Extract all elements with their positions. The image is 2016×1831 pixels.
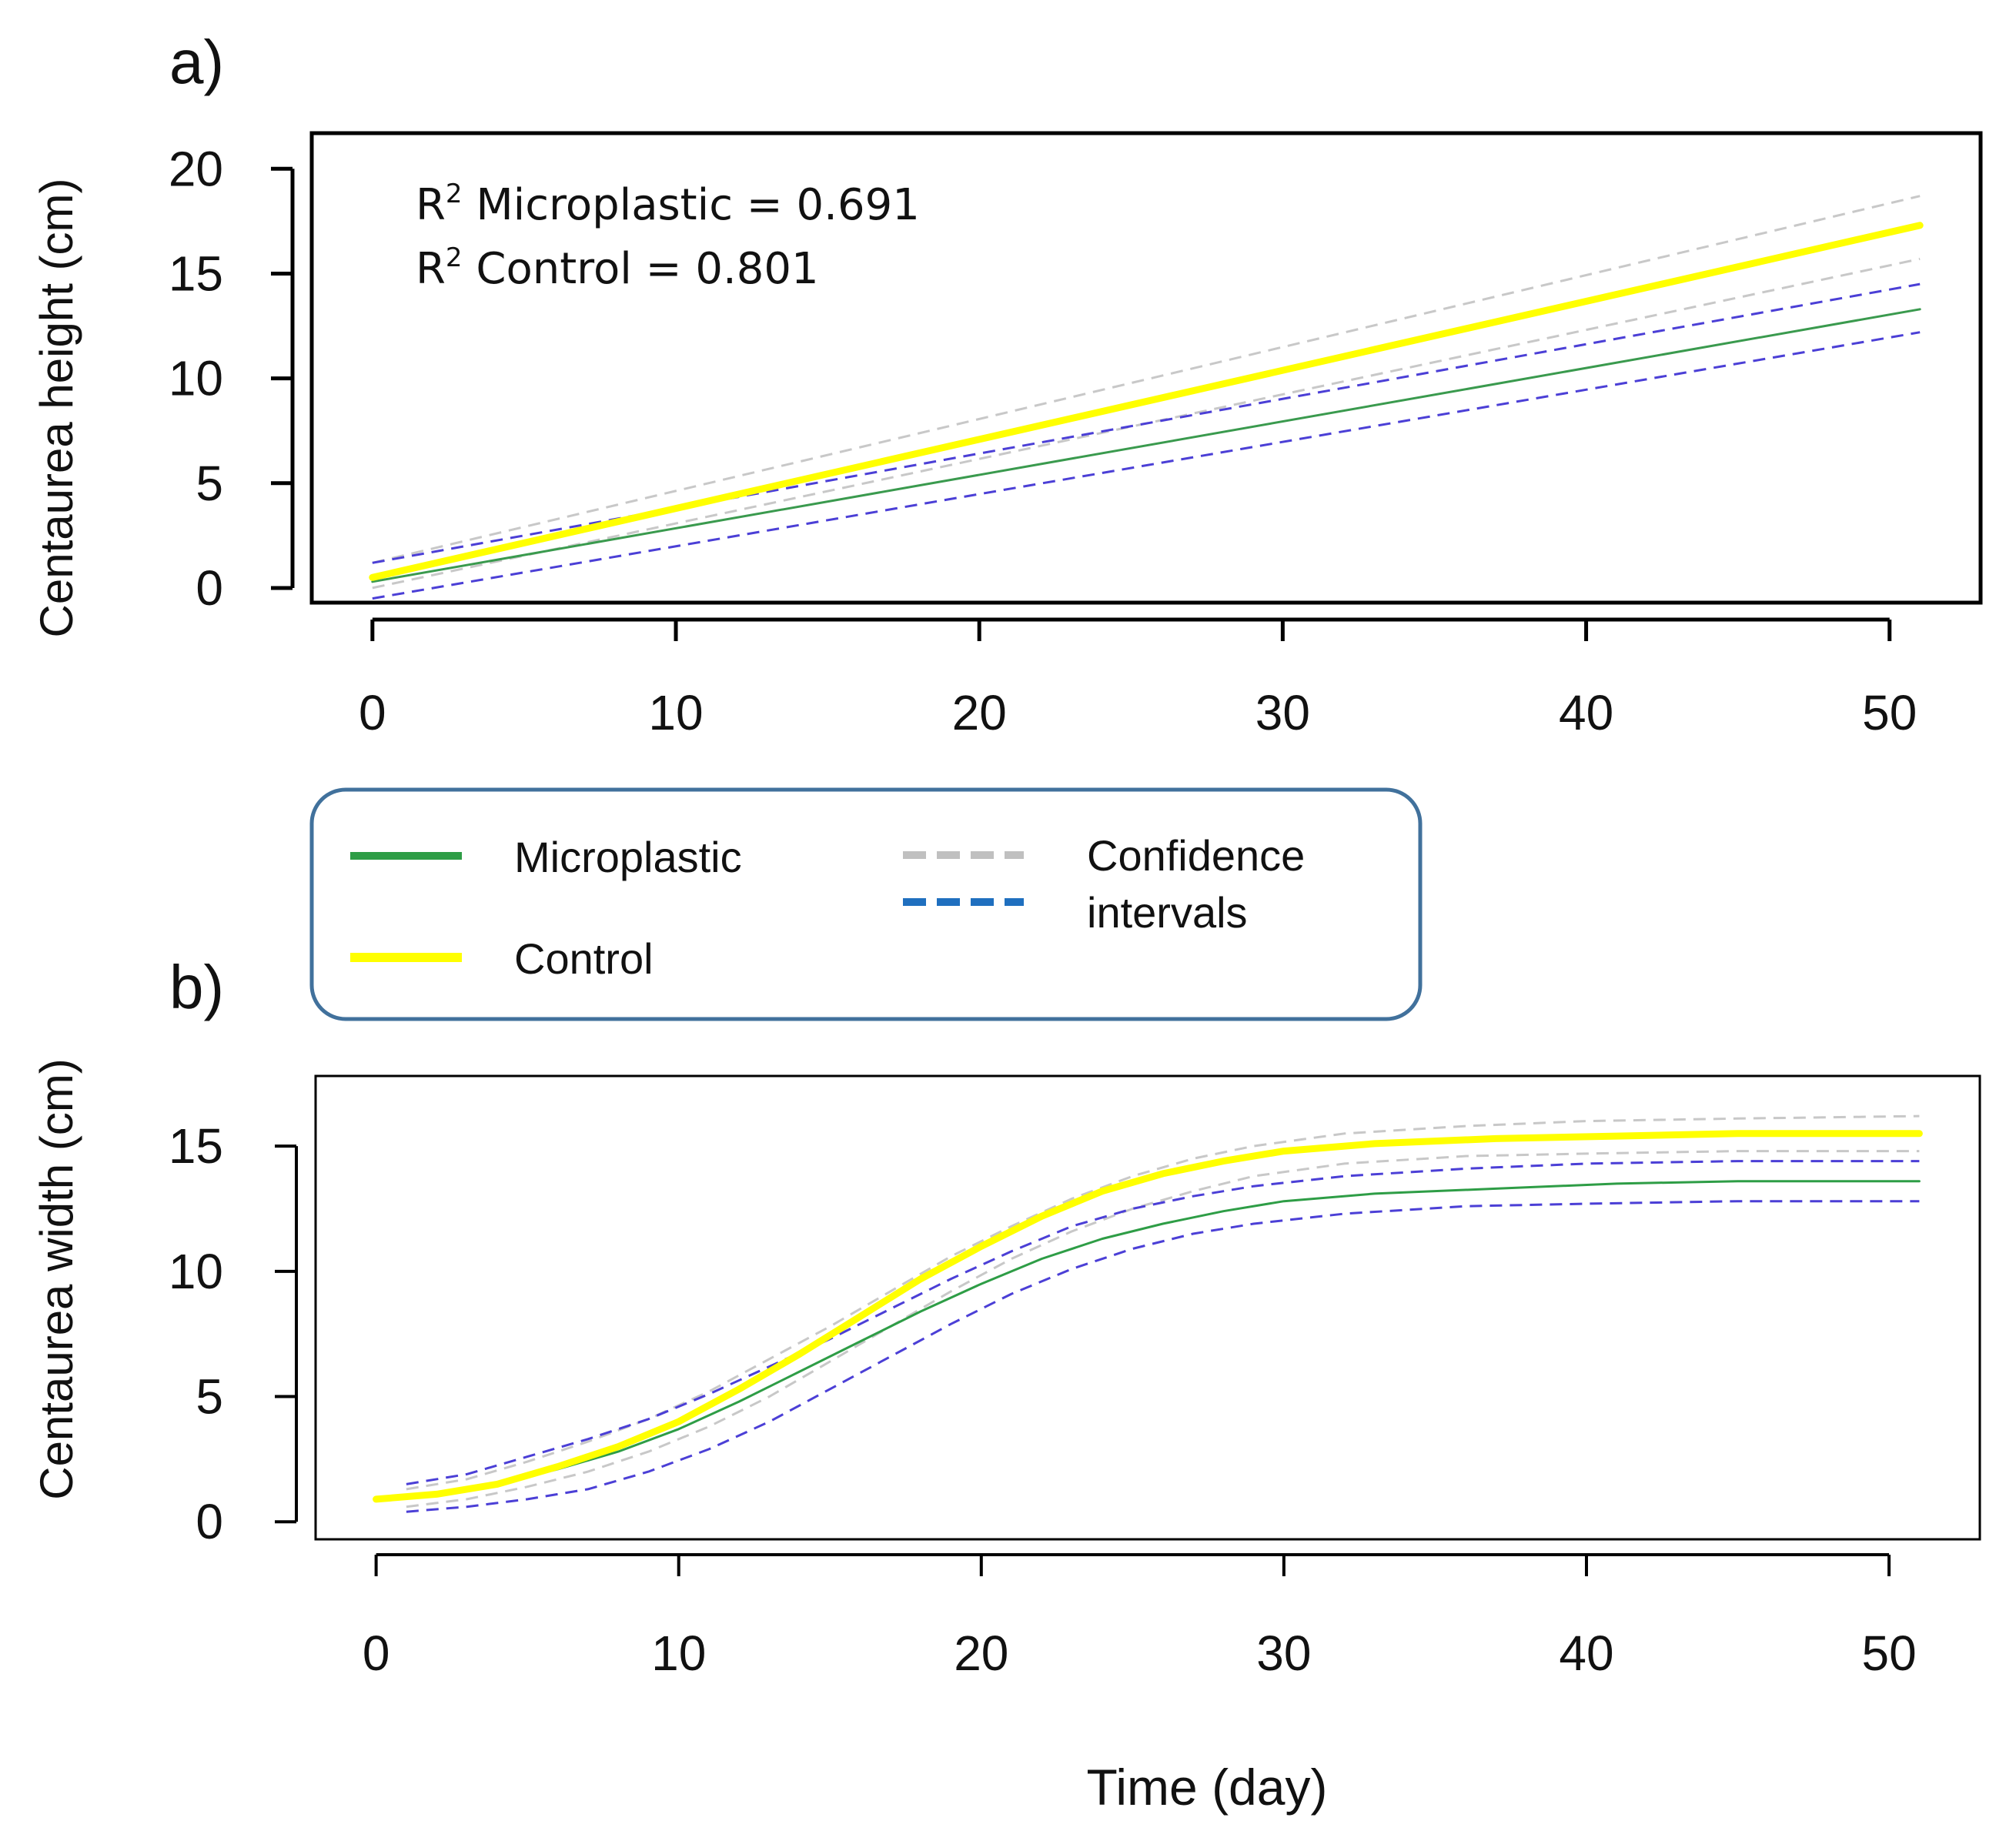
panel-a-y-axis-label: Centaurea height (cm) [31, 179, 82, 638]
panel-a-ci-lines [372, 195, 1921, 600]
panel-a-x-tick-label: 20 [952, 685, 1007, 740]
r2-control-annotation: R2 Control = 0.801 [416, 242, 819, 294]
r2-microplastic-prefix: R [416, 180, 446, 230]
panel-a-y-tick-label: 5 [196, 456, 223, 511]
panel-b-y-axis-label: Centaurea width (cm) [31, 1058, 82, 1500]
panel-b: b) Centaurea width (cm) 0 10 20 30 40 50 0 5 10… [31, 953, 1981, 1816]
panel-b-plot-frame [314, 1074, 1981, 1541]
panel-b-x-axis-label: Time (day) [1087, 1759, 1328, 1816]
panel-a-series-control-upper-ci [372, 195, 1921, 564]
legend-box [309, 787, 1423, 1021]
panel-b-x-tick-label: 30 [1256, 1626, 1311, 1681]
panel-b-x-tick-label: 0 [363, 1626, 390, 1681]
panel-a-x-tick-label: 40 [1559, 685, 1613, 740]
r2-control-text: Control = 0.801 [463, 244, 819, 294]
panel-a-x-tick-label: 50 [1862, 685, 1917, 740]
r2-microplastic-text: Microplastic = 0.691 [463, 180, 920, 230]
r2-microplastic-annotation: R2 Microplastic = 0.691 [416, 179, 920, 230]
panel-b-x-tick-label: 40 [1559, 1626, 1613, 1681]
legend-microplastic-label: Microplastic [514, 833, 742, 881]
panel-a-y-tick-label: 15 [169, 246, 223, 301]
panel-a-x-tick-label: 10 [648, 685, 703, 740]
panel-b-ci-lines [406, 1114, 1920, 1513]
panel-b-x-axis: 0 10 20 30 40 50 [363, 1553, 1917, 1681]
panel-b-x-tick-label: 20 [954, 1626, 1008, 1681]
panel-a-x-axis: 0 10 20 30 40 50 [359, 617, 1917, 740]
legend-ci-label-line1: Confidence [1087, 831, 1305, 880]
panel-a-series-microplastic-lower-ci [372, 331, 1921, 600]
panel-b-y-tick-label: 15 [169, 1118, 223, 1174]
r2-control-superscript: 2 [446, 242, 463, 273]
panel-b-y-axis: 0 5 10 15 [169, 1118, 298, 1549]
legend-ci-label-line2: intervals [1087, 888, 1248, 937]
panel-a-y-axis: 0 5 10 15 20 [169, 141, 295, 616]
panel-a: a) Centaurea height (cm) 0 10 20 30 40 50 0 5 1… [31, 28, 1983, 740]
panel-a-series-microplastic [371, 308, 1921, 583]
panel-a-fit-lines [369, 222, 1924, 583]
panel-b-y-tick-label: 0 [196, 1494, 223, 1549]
panel-b-x-tick-label: 10 [651, 1626, 706, 1681]
panel-a-x-tick-label: 0 [359, 685, 386, 740]
panel-b-x-tick-label: 50 [1861, 1626, 1916, 1681]
panel-b-y-tick-label: 5 [196, 1369, 223, 1425]
panel-b-series-control-upper-ci [406, 1114, 1920, 1491]
panel-a-series-control [369, 222, 1924, 581]
panel-a-y-tick-label: 10 [169, 351, 223, 406]
panel-a-y-tick-label: 20 [169, 141, 223, 196]
panel-b-label: b) [169, 953, 224, 1021]
panel-b-series-control [373, 1130, 1923, 1503]
panel-b-y-tick-label: 10 [169, 1244, 223, 1299]
panel-a-plot-frame [309, 131, 1983, 605]
panel-a-x-tick-label: 30 [1255, 685, 1310, 740]
panel-b-fit-lines [373, 1130, 1923, 1503]
legend-control-label: Control [514, 934, 654, 983]
r2-microplastic-superscript: 2 [446, 179, 463, 209]
panel-b-series-control-lower-ci [406, 1150, 1920, 1509]
legend: Microplastic Control Confidence interval… [309, 787, 1423, 1021]
panel-a-y-tick-label: 0 [196, 560, 223, 616]
panel-a-label: a) [169, 28, 224, 96]
r2-control-prefix: R [416, 244, 446, 294]
